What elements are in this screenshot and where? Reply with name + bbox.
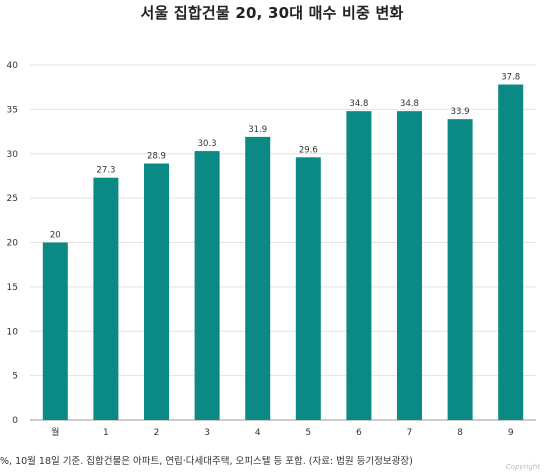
bar-value-label: 29.6 (299, 145, 318, 155)
bar-value-label: 20 (50, 231, 61, 241)
y-tick-label: 35 (7, 105, 18, 115)
bar (42, 242, 68, 420)
x-tick-label: 2 (154, 428, 160, 438)
bar-value-label: 30.3 (198, 139, 217, 149)
bar (498, 84, 524, 421)
bar (93, 177, 119, 420)
y-tick-label: 15 (7, 283, 18, 293)
x-tick-label: 8 (457, 428, 463, 438)
x-tick-label: 9 (508, 428, 514, 438)
bar-value-label: 33.9 (451, 107, 470, 117)
bar-value-label: 31.9 (248, 125, 267, 135)
x-tick-label: 4 (255, 428, 261, 438)
bar (346, 111, 372, 421)
bar-value-label: 37.8 (501, 73, 520, 83)
x-axis-ticks: 월 1 2 3 4 5 6 7 8 9 (51, 426, 514, 438)
bar (245, 136, 271, 420)
x-tick-label: 7 (407, 428, 413, 438)
y-axis-ticks: 0 5 10 15 20 25 30 35 40 (7, 61, 19, 426)
x-tick-label: 6 (356, 428, 362, 438)
y-tick-label: 40 (7, 61, 19, 71)
bar (295, 157, 321, 421)
watermark: Copyright (505, 463, 540, 471)
chart-title: 서울 집합건물 20, 30대 매수 비중 변화 (140, 4, 404, 22)
y-tick-label: 5 (12, 372, 18, 382)
bar (447, 119, 473, 420)
y-tick-label: 30 (7, 150, 19, 160)
y-tick-label: 10 (7, 327, 19, 337)
bars (42, 84, 524, 421)
x-tick-label: 5 (305, 428, 311, 438)
bar-value-label: 28.9 (147, 152, 166, 162)
bar (397, 111, 422, 421)
bar (144, 163, 169, 420)
bar-value-label: 34.8 (400, 99, 419, 109)
x-tick-label: 월 (51, 426, 59, 438)
y-tick-label: 25 (7, 194, 18, 204)
bar-value-labels: 20 27.3 28.9 30.3 31.9 29.6 34.8 34.8 33.9 37.8 (50, 73, 520, 241)
x-tick-label: 3 (204, 428, 210, 438)
bar-value-label: 34.8 (349, 99, 368, 109)
y-tick-label: 0 (12, 416, 18, 426)
source-footnote: %, 10월 18일 기준. 집합건물은 아파트, 연립·다세대주택, 오피스텔… (0, 456, 413, 467)
bar-value-label: 27.3 (96, 166, 115, 176)
bar (194, 151, 220, 420)
y-tick-label: 20 (7, 239, 19, 249)
x-tick-label: 1 (103, 428, 109, 438)
